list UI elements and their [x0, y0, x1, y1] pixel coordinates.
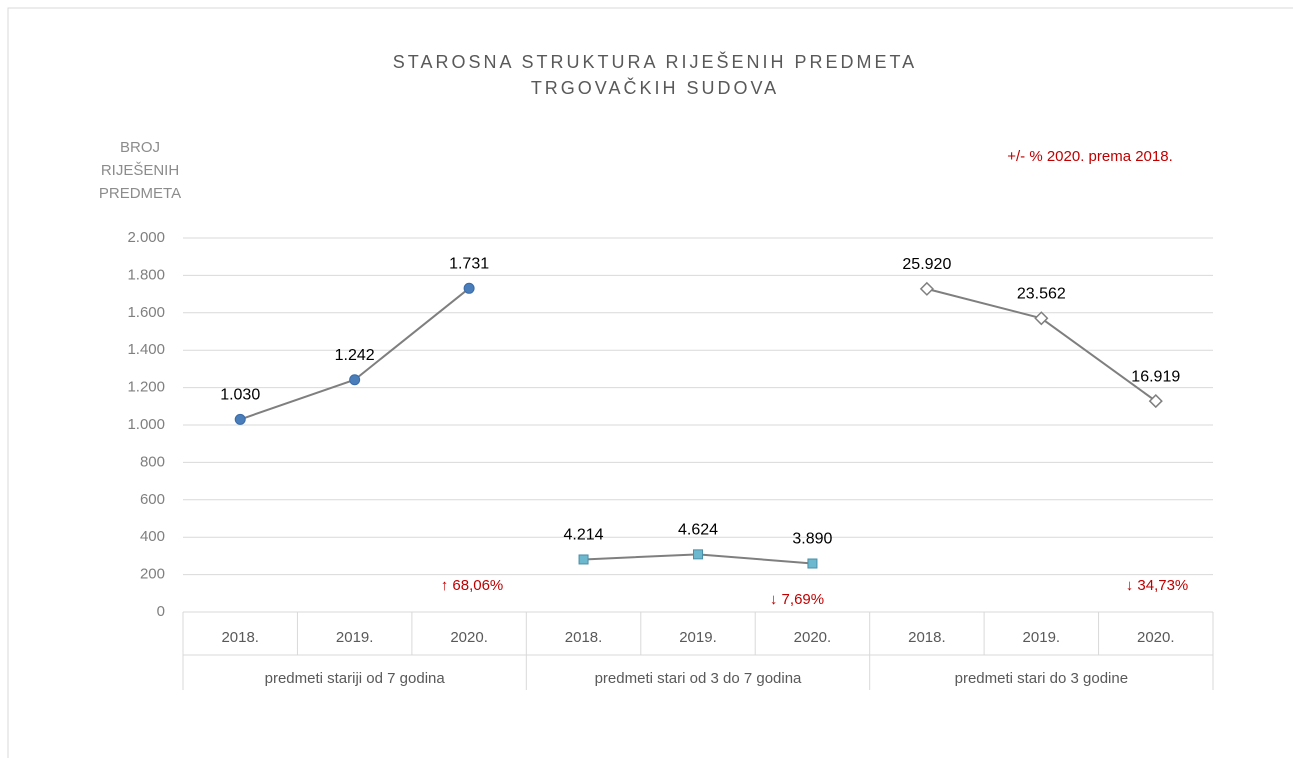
marker	[234, 413, 246, 425]
data-label: 4.214	[564, 527, 604, 544]
y-tick-label: 800	[140, 453, 165, 470]
data-label: 1.731	[449, 256, 489, 273]
x-tick-label: 2019.	[1023, 629, 1061, 646]
marker	[693, 549, 703, 560]
marker	[463, 282, 475, 294]
marker	[1034, 311, 1049, 326]
category-group-label: predmeti stari do 3 godine	[955, 670, 1128, 687]
x-tick-label: 2018.	[565, 629, 603, 646]
annotation: ↓ 7,69%	[770, 591, 824, 608]
x-tick-label: 2018.	[221, 629, 259, 646]
x-tick-label: 2020.	[450, 629, 488, 646]
data-label: 1.030	[220, 387, 260, 404]
y-tick-label: 2.000	[127, 229, 165, 246]
marker	[349, 374, 361, 386]
y-tick-label: 0	[157, 603, 165, 620]
chart-title: STAROSNA STRUKTURA RIJEŠENIH PREDMETA	[393, 51, 917, 72]
y-axis-title: BROJ	[120, 139, 160, 156]
y-axis-title: RIJEŠENIH	[101, 162, 179, 179]
data-label: 3.890	[792, 531, 832, 548]
data-label: 25.920	[902, 256, 951, 273]
y-tick-label: 1.600	[127, 304, 165, 321]
chart-frame	[7, 7, 1293, 758]
x-tick-label: 2019.	[336, 629, 374, 646]
marker	[807, 558, 818, 569]
x-tick-label: 2020.	[1137, 629, 1175, 646]
series-line	[926, 287, 1157, 402]
note: +/- % 2020. prema 2018.	[1007, 148, 1173, 165]
category-group-label: predmeti stari od 3 do 7 godina	[595, 670, 802, 687]
data-label: 4.624	[678, 522, 718, 539]
annotation: ↑ 68,06%	[441, 577, 504, 594]
y-tick-label: 1.400	[127, 341, 165, 358]
x-tick-label: 2019.	[679, 629, 717, 646]
y-tick-label: 1.000	[127, 416, 165, 433]
data-label: 23.562	[1017, 285, 1066, 302]
y-tick-label: 200	[140, 566, 165, 583]
y-tick-label: 600	[140, 491, 165, 508]
chart-title: TRGOVAČKIH SUDOVA	[531, 77, 779, 98]
marker	[919, 281, 934, 296]
data-label: 1.242	[335, 347, 375, 364]
marker	[578, 554, 589, 565]
x-tick-label: 2020.	[794, 629, 832, 646]
y-tick-label: 400	[140, 528, 165, 545]
x-tick-label: 2018.	[908, 629, 946, 646]
data-label: 16.919	[1131, 368, 1180, 385]
marker	[1148, 394, 1163, 409]
y-axis-title: PREDMETA	[99, 185, 181, 202]
y-tick-label: 1.800	[127, 266, 165, 283]
annotation: ↓ 34,73%	[1126, 577, 1189, 594]
category-group-label: predmeti stariji od 7 godina	[265, 670, 446, 687]
y-tick-label: 1.200	[127, 379, 165, 396]
